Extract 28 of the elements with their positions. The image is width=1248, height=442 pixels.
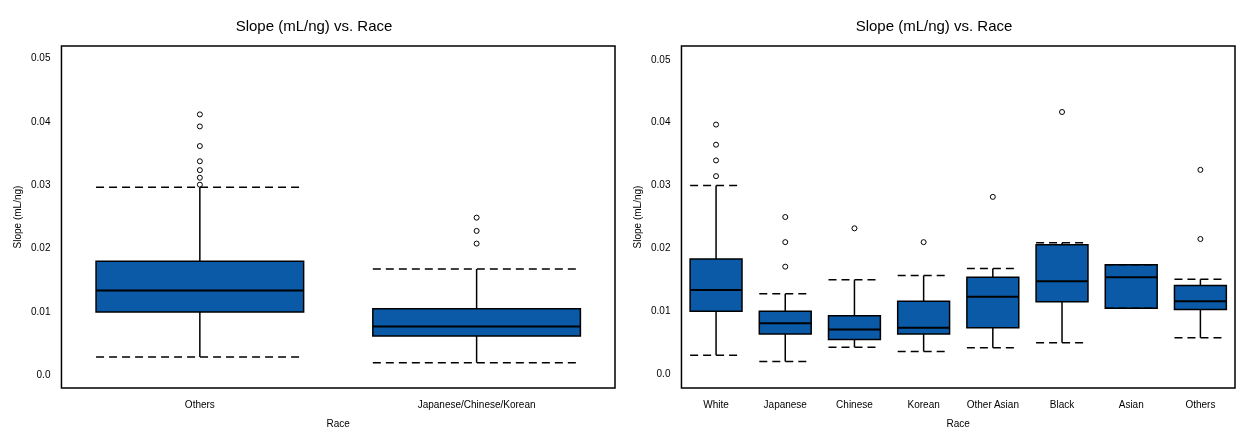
y-tick-label: 0.0 (656, 367, 671, 379)
y-axis-title: Slope (mL/ng) (631, 185, 643, 249)
y-tick-label: 0.05 (650, 53, 671, 65)
y-tick-label: 0.01 (650, 305, 671, 317)
x-tick-label: White (703, 398, 730, 410)
x-tick-label: Japanese (763, 398, 808, 410)
x-tick-label: Japanese/Chinese/Korean (417, 398, 536, 410)
x-tick-label: Others (184, 398, 215, 410)
x-axis-title: Race (946, 417, 971, 429)
y-tick-label: 0.01 (30, 305, 51, 317)
chart-title: Slope (mL/ng) vs. Race (235, 17, 393, 35)
y-tick-label: 0.03 (30, 179, 51, 191)
y-tick-label: 0.02 (650, 242, 671, 254)
y-tick-label: 0.04 (650, 116, 671, 128)
x-tick-label: Chinese (836, 398, 874, 410)
x-axis-title: Race (326, 417, 351, 429)
x-tick-label: Others (1185, 398, 1216, 410)
x-tick-label: Other Asian (966, 398, 1019, 410)
y-tick-label: 0.02 (30, 242, 51, 254)
y-axis-title: Slope (mL/ng) (11, 185, 23, 249)
x-tick-label: Korean (907, 398, 940, 410)
x-tick-label: Black (1049, 398, 1076, 410)
y-tick-label: 0.03 (650, 179, 671, 191)
x-tick-label: Asian (1118, 398, 1144, 410)
y-tick-label: 0.05 (30, 52, 51, 64)
chart-title: Slope (mL/ng) vs. Race (855, 17, 1013, 35)
y-tick-label: 0.0 (36, 369, 51, 381)
y-tick-label: 0.04 (30, 115, 51, 127)
